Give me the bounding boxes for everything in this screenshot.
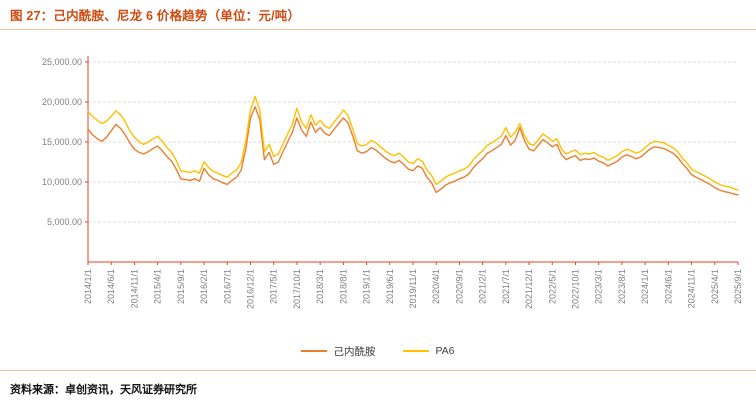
x-tick-label: 2025/4/1 [710, 269, 720, 304]
x-tick-label: 2024/6/1 [663, 269, 673, 304]
x-tick-label: 2025/9/1 [733, 269, 743, 304]
figure-header: 图 27：己内酰胺、尼龙 6 价格趋势（单位：元/吨） [0, 0, 756, 30]
x-tick-label: 2021/7/1 [501, 269, 511, 304]
x-tick-label: 2014/1/1 [83, 269, 93, 304]
x-tick-label: 2021/12/1 [524, 269, 534, 309]
x-tick-label: 2019/11/1 [408, 269, 418, 308]
x-tick-label: 2023/3/1 [594, 269, 604, 304]
x-tick-label: 2014/6/1 [106, 269, 116, 304]
figure-title: 图 27：己内酰胺、尼龙 6 价格趋势（单位：元/吨） [10, 9, 301, 23]
legend-label: PA6 [435, 345, 455, 357]
x-tick-label: 2014/11/1 [129, 269, 139, 308]
x-tick-label: 2015/4/1 [153, 269, 163, 304]
x-tick-label: 2022/5/1 [547, 269, 557, 304]
x-tick-label: 2024/1/1 [640, 269, 650, 304]
x-tick-label: 2016/12/1 [246, 269, 256, 309]
chart-canvas: 5,000.00 10,000.00 15,000.00 20,000.00 25,00… [42, 56, 743, 309]
x-tick-label: 2016/7/1 [222, 269, 232, 304]
legend-swatch [403, 350, 430, 352]
x-tick-label: 2023/8/1 [617, 269, 627, 304]
y-tick-label: 25,000.00 [42, 57, 82, 67]
y-tick-label: 20,000.00 [42, 97, 82, 107]
x-tick-label: 2019/1/1 [362, 269, 372, 304]
source-text: 资料来源：卓创资讯，天风证券研究所 [10, 384, 197, 396]
y-tick-label: 5,000.00 [47, 217, 82, 227]
x-tick-label: 2016/2/1 [199, 269, 209, 304]
chart-legend: 己内酰胺 PA6 [0, 338, 756, 364]
x-tick-label: 2015/9/1 [176, 269, 186, 304]
y-tick-label: 10,000.00 [42, 177, 82, 187]
price-trend-chart: 5,000.00 10,000.00 15,000.00 20,000.00 25,00… [0, 30, 756, 338]
series-line-己内酰胺 [87, 106, 739, 196]
legend-item-己内酰胺: 己内酰胺 [301, 344, 375, 359]
series-line-PA6 [87, 95, 739, 191]
x-tick-label: 2024/11/1 [687, 269, 697, 308]
x-tick-label: 2019/6/1 [385, 269, 395, 304]
legend-swatch [301, 350, 328, 352]
x-tick-label: 2020/9/1 [454, 269, 464, 304]
x-tick-label: 2017/10/1 [292, 269, 302, 309]
y-tick-label: 15,000.00 [42, 137, 82, 147]
figure-footer: 资料来源：卓创资讯，天风证券研究所 [0, 370, 756, 398]
x-tick-label: 2017/5/1 [269, 269, 279, 304]
x-tick-label: 2022/10/1 [571, 269, 581, 309]
x-tick-label: 2018/8/1 [338, 269, 348, 304]
legend-item-PA6: PA6 [403, 345, 455, 357]
x-tick-label: 2020/4/1 [431, 269, 441, 304]
x-tick-label: 2018/3/1 [315, 269, 325, 304]
x-tick-label: 2021/2/1 [478, 269, 488, 304]
legend-label: 己内酰胺 [333, 345, 376, 358]
